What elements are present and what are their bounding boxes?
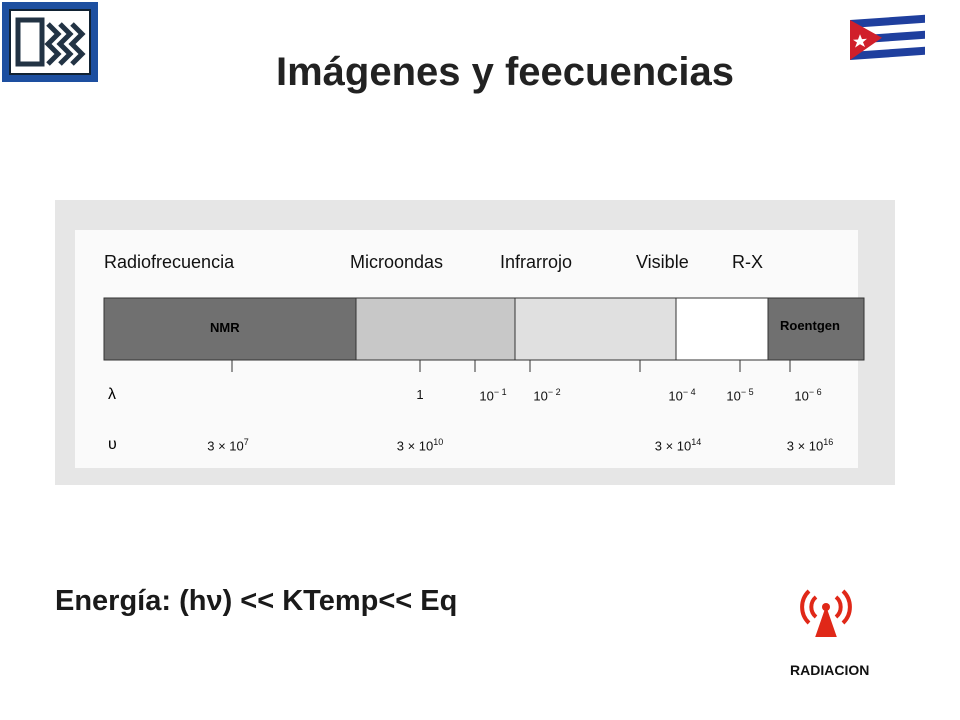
band-visible <box>675 297 769 361</box>
lambda-symbol: λ <box>108 386 116 403</box>
value-base: 10 <box>533 388 548 404</box>
value-exponent: − 4 <box>682 387 696 397</box>
value-base: 3 × 10 <box>786 438 824 454</box>
scale-value: 10− 2 <box>533 387 560 403</box>
band-ir <box>514 297 677 361</box>
value-base: 3 × 10 <box>207 438 244 454</box>
band-xray <box>767 297 865 361</box>
scale-value: 3 × 1016 <box>787 437 834 453</box>
band-label: NMR <box>210 320 240 335</box>
value-exponent: − 2 <box>547 387 561 397</box>
region-label: Radiofrecuencia <box>104 252 235 272</box>
antenna-icon <box>800 589 852 637</box>
value-exponent: − 6 <box>808 387 822 397</box>
value-base: 3 × 10 <box>654 438 692 454</box>
scale-value: 1 <box>416 387 423 402</box>
region-label: R-X <box>732 252 763 272</box>
scale-value: 10− 4 <box>668 387 695 403</box>
value-exponent: 7 <box>243 437 249 447</box>
value-base: 10 <box>668 388 683 404</box>
scale-value: 10− 6 <box>794 387 821 403</box>
value-base: 10 <box>726 388 741 404</box>
value-exponent: 14 <box>691 437 702 447</box>
logo-mark <box>15 17 86 67</box>
flag <box>850 14 925 60</box>
formula: Energía: (hν) << KTemp<< Eq <box>55 585 458 617</box>
band-label: Roentgen <box>780 318 840 333</box>
scale-value: 10− 1 <box>479 387 506 403</box>
value-exponent: 10 <box>433 437 444 447</box>
scale-value: 10− 5 <box>726 387 753 403</box>
value-base: 1 <box>416 387 424 402</box>
band-nmr <box>103 297 357 361</box>
ticks <box>231 360 791 372</box>
band-micro <box>355 297 516 361</box>
region-label: Visible <box>636 252 689 272</box>
value-exponent: − 1 <box>493 387 507 397</box>
value-base: 10 <box>479 388 494 404</box>
title: Imágenes y feecuencias <box>275 50 735 94</box>
scale-value: 3 × 107 <box>207 437 249 453</box>
value-exponent: 16 <box>823 437 834 447</box>
icon-label: RADIACION <box>790 662 870 678</box>
scale-value: 3 × 1010 <box>397 437 444 453</box>
value-base: 3 × 10 <box>396 438 434 454</box>
region-label: Microondas <box>350 252 444 272</box>
scale-value: 3 × 1014 <box>655 437 702 453</box>
region-label: Infrarrojo <box>500 252 573 272</box>
value-base: 10 <box>794 388 809 404</box>
value-exponent: − 5 <box>740 387 754 397</box>
nu-symbol: υ <box>108 436 117 453</box>
